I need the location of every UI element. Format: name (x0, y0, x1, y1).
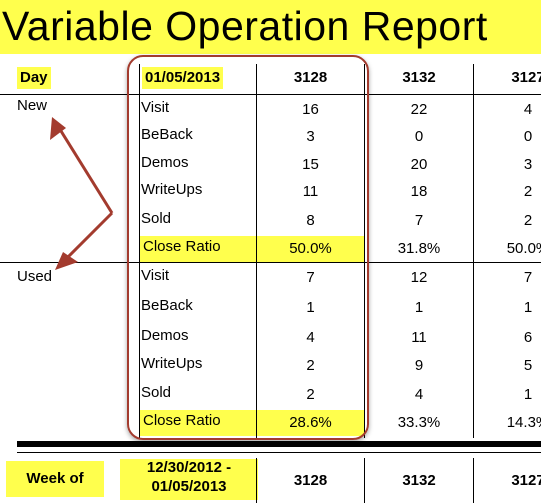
table-cell: 16 (302, 101, 319, 118)
table-cell: 0 (414, 128, 424, 145)
table-cell: 2 (523, 183, 533, 200)
col-divider (473, 458, 474, 503)
table-cell: 20 (410, 156, 428, 173)
week-label-box (6, 461, 104, 497)
header-rule (0, 94, 541, 95)
table-cell: 50.0% (289, 240, 332, 257)
table-cell: 9 (414, 357, 424, 374)
week-range-box (120, 459, 258, 500)
col-divider (364, 458, 365, 503)
week-label: Week of (26, 470, 84, 487)
metric-label: Demos (141, 327, 189, 344)
metric-label: Close Ratio (143, 238, 221, 255)
date-header: 01/05/2013 (142, 67, 224, 89)
table-cell: 28.6% (289, 414, 332, 431)
col-divider (473, 64, 474, 438)
table-cell: 18 (410, 183, 428, 200)
metric-label: Close Ratio (143, 412, 221, 429)
table-cell: 6 (523, 329, 533, 346)
table-cell: 7 (414, 212, 424, 229)
column-header: 3128 (293, 472, 328, 489)
table-cell: 12 (410, 269, 428, 286)
table-cell: 3 (523, 156, 533, 173)
col-divider (256, 64, 257, 438)
highlight-box (140, 410, 256, 436)
highlight-box (257, 410, 364, 436)
table-cell: 1 (523, 386, 533, 403)
metric-label: WriteUps (141, 355, 203, 372)
table-cell: 31.8% (397, 240, 441, 257)
table-cell: 7 (306, 269, 315, 286)
arrow-to-new (54, 122, 114, 214)
table-cell: 15 (302, 156, 319, 173)
arrow-to-used (60, 211, 114, 265)
highlight-outline (127, 55, 369, 440)
table-cell: 5 (523, 357, 533, 374)
table-cell: 4 (414, 386, 424, 403)
table-cell: 2 (523, 212, 533, 229)
metric-label: Sold (141, 384, 172, 401)
group-label-new: New (17, 97, 48, 114)
metric-label: WriteUps (141, 181, 203, 198)
column-header: 3127 (511, 69, 541, 86)
section-divider-thin (17, 452, 541, 453)
metric-label: Visit (141, 267, 170, 284)
table-cell: 22 (410, 101, 428, 118)
table-cell: 3 (306, 128, 315, 145)
table-cell: 50.0% (506, 240, 541, 257)
col-divider (364, 64, 365, 438)
highlight-box (257, 236, 364, 262)
column-header: 3132 (402, 69, 436, 86)
metric-label: Visit (141, 99, 170, 116)
table-cell: 14.3% (506, 414, 541, 431)
table-cell: 1 (523, 299, 533, 316)
table-cell: 2 (306, 357, 315, 374)
highlight-box (140, 236, 256, 262)
metric-label: BeBack (141, 126, 193, 143)
table-cell: 0 (523, 128, 533, 145)
column-header: 3128 (293, 69, 328, 86)
table-cell: 1 (306, 299, 315, 316)
table-cell: 4 (306, 329, 315, 346)
table-cell: 11 (302, 183, 319, 200)
arrowhead-icon (55, 252, 78, 270)
week-range-start: 12/30/2012 - (146, 459, 232, 476)
table-cell: 1 (414, 299, 424, 316)
col-divider (256, 458, 257, 503)
col-divider (139, 64, 140, 438)
day-label: Day (17, 67, 51, 89)
group-divider (0, 262, 541, 263)
title-band (0, 0, 541, 54)
column-header: 3132 (402, 472, 436, 489)
column-header: 3127 (511, 472, 541, 489)
metric-label: Sold (141, 210, 172, 227)
week-range-end: 01/05/2013 (151, 478, 227, 495)
table-cell: 7 (523, 269, 533, 286)
table-cell: 11 (411, 329, 427, 346)
table-cell: 4 (523, 101, 533, 118)
table-cell: 33.3% (397, 414, 441, 431)
section-divider (17, 441, 541, 447)
arrowhead-icon (50, 117, 66, 140)
table-cell: 8 (306, 212, 315, 229)
report-title: Variable Operation Report (2, 3, 488, 49)
group-label-used: Used (17, 268, 53, 285)
metric-label: Demos (141, 154, 189, 171)
metric-label: BeBack (141, 297, 193, 314)
table-cell: 2 (306, 386, 315, 403)
